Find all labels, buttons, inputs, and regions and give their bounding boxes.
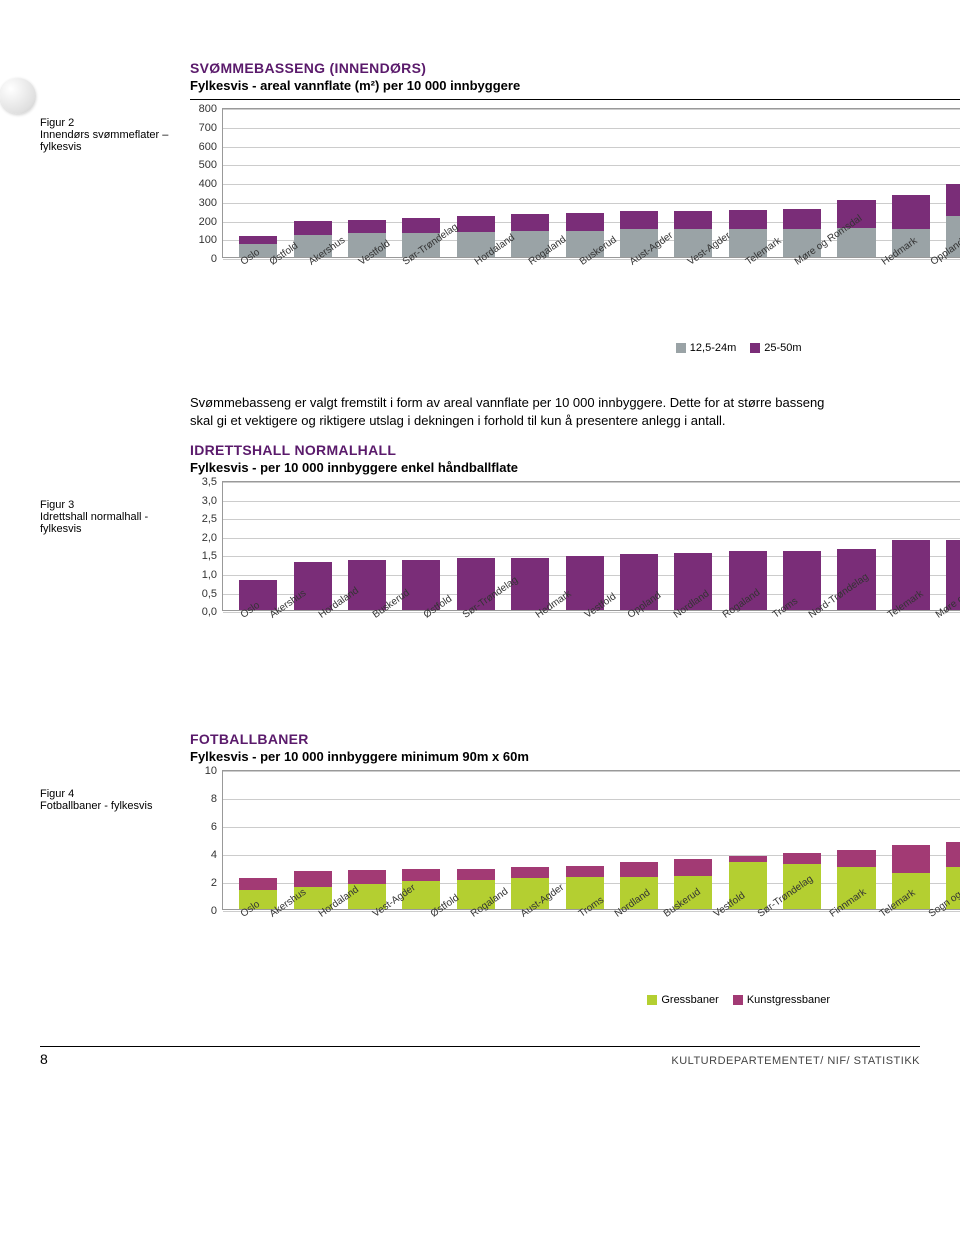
chart1-rule: [190, 99, 960, 100]
bar-segment: [511, 867, 549, 878]
legend-swatch: [733, 995, 743, 1005]
ytick-label: 0,5: [202, 588, 217, 600]
bar-segment: [892, 845, 930, 873]
ytick-label: 1,0: [202, 569, 217, 581]
ytick-label: 10: [205, 765, 217, 777]
ytick-label: 2,0: [202, 532, 217, 544]
bar-segment: [946, 842, 960, 867]
body-text-1: Svømmebasseng er valgt fremstilt i form …: [190, 394, 840, 429]
bar-segment: [674, 211, 712, 229]
ytick-label: 2: [211, 877, 217, 889]
chart1-plot: 0100200300400500600700800: [222, 108, 960, 258]
chart1-title: SVØMMEBASSENG (INNENDØRS): [190, 60, 920, 76]
chart3-title: FOTBALLBANER: [190, 731, 920, 747]
legend-label: 25-50m: [764, 342, 801, 354]
chart2-side-caption: Figur 3 Idrettshall normalhall - fylkesv…: [40, 481, 190, 535]
legend-label: Kunstgressbaner: [747, 994, 830, 1006]
legend-swatch: [676, 343, 686, 353]
bar-segment: [402, 869, 440, 882]
ytick-label: 100: [199, 234, 217, 246]
ytick-label: 700: [199, 122, 217, 134]
chart2-title: IDRETTSHALL NORMALHALL: [190, 442, 920, 458]
ytick-label: 3,5: [202, 476, 217, 488]
section-chart-3: FOTBALLBANER Fylkesvis - per 10 000 innb…: [40, 731, 920, 1006]
chart3-subtitle: Fylkesvis - per 10 000 innbyggere minimu…: [190, 749, 920, 764]
chart1-legend: 12,5-24m 25-50m: [190, 342, 960, 354]
ytick-label: 0: [211, 905, 217, 917]
ytick-label: 6: [211, 821, 217, 833]
section-chart-2: IDRETTSHALL NORMALHALL Fylkesvis - per 1…: [40, 442, 920, 691]
bar-segment: [294, 871, 332, 886]
ytick-label: 300: [199, 197, 217, 209]
ytick-label: 800: [199, 103, 217, 115]
chart2-subtitle: Fylkesvis - per 10 000 innbyggere enkel …: [190, 460, 920, 475]
chart3-side-caption: Figur 4 Fotballbaner - fylkesvis: [40, 770, 190, 812]
ytick-label: 200: [199, 216, 217, 228]
chart1-subtitle: Fylkesvis - areal vannflate (m²) per 10 …: [190, 78, 920, 93]
bar-segment: [294, 221, 332, 234]
bar-segment: [457, 869, 495, 880]
ytick-label: 8: [211, 793, 217, 805]
bar-segment: [892, 195, 930, 229]
bar-segment: [837, 850, 875, 867]
bar-segment: [239, 236, 277, 244]
bar-segment: [566, 866, 604, 877]
ytick-label: 4: [211, 849, 217, 861]
bar-segment: [239, 878, 277, 889]
bar-segment: [674, 859, 712, 876]
page-tab-dot: [0, 78, 36, 114]
page-footer: 8 KULTURDEPARTEMENTET/ NIF/ STATISTIKK: [40, 1046, 920, 1067]
ytick-label: 1,5: [202, 550, 217, 562]
legend-swatch: [750, 343, 760, 353]
section-chart-1: SVØMMEBASSENG (INNENDØRS) Fylkesvis - ar…: [40, 60, 920, 354]
ytick-label: 0,0: [202, 606, 217, 618]
ytick-label: 500: [199, 159, 217, 171]
bar-segment: [783, 853, 821, 864]
bar-segment: [457, 216, 495, 232]
chart3-legend: Gressbaner Kunstgressbaner: [190, 994, 960, 1006]
page-number: 8: [40, 1051, 48, 1067]
bar-segment: [620, 211, 658, 229]
ytick-label: 3,0: [202, 495, 217, 507]
bar-segment: [620, 862, 658, 877]
footer-source: KULTURDEPARTEMENTET/ NIF/ STATISTIKK: [671, 1055, 920, 1067]
legend-label: 12,5-24m: [690, 342, 736, 354]
bar-segment: [402, 218, 440, 233]
chart1-side-caption: Figur 2 Innendørs svømmeflater – fylkesv…: [40, 99, 190, 153]
bar-segment: [348, 220, 386, 233]
bar-segment: [348, 870, 386, 884]
legend-label: Gressbaner: [661, 994, 718, 1006]
bar-segment: [511, 214, 549, 231]
ytick-label: 600: [199, 141, 217, 153]
legend-swatch: [647, 995, 657, 1005]
ytick-label: 400: [199, 178, 217, 190]
chart3-plot: 0246810: [222, 770, 960, 910]
ytick-label: 0: [211, 253, 217, 265]
ytick-label: 2,5: [202, 513, 217, 525]
bar-segment: [783, 209, 821, 229]
bar-segment: [729, 210, 767, 229]
bar-segment: [946, 184, 960, 216]
bar-segment: [566, 213, 604, 231]
